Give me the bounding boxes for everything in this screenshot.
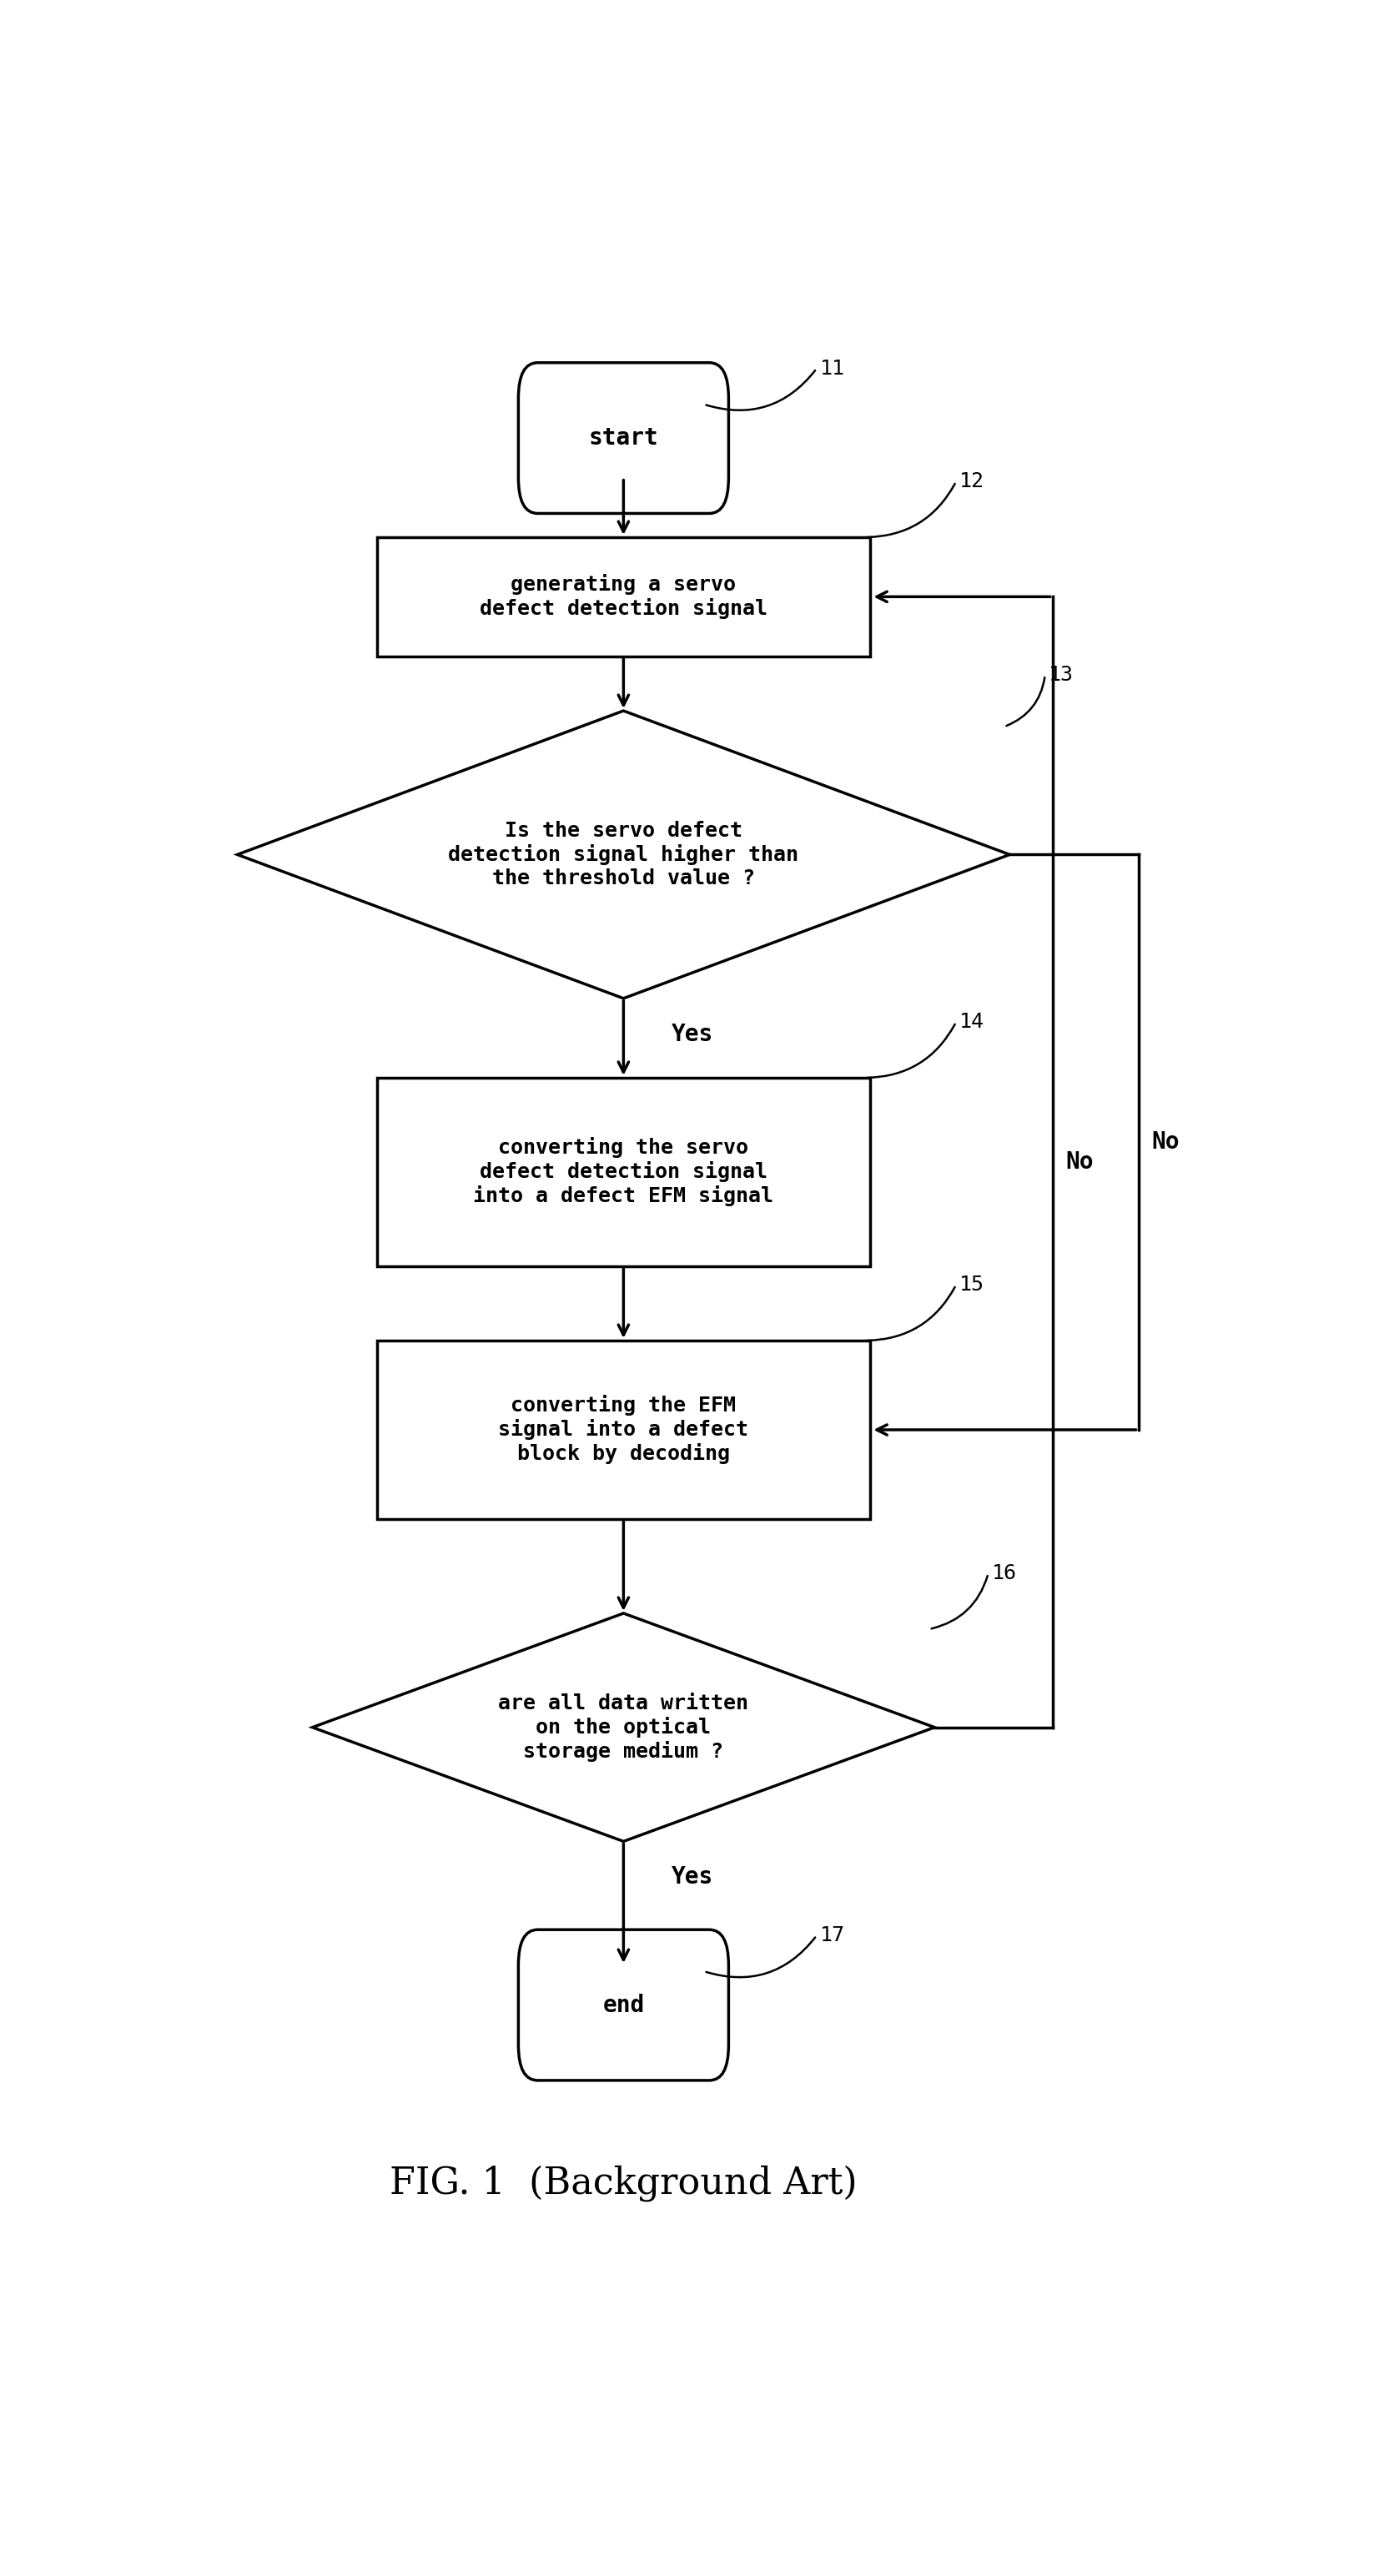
Text: 16: 16	[992, 1564, 1017, 1584]
Text: Is the servo defect
detection signal higher than
the threshold value ?: Is the servo defect detection signal hig…	[448, 822, 799, 889]
Text: are all data written
on the optical
storage medium ?: are all data written on the optical stor…	[498, 1692, 749, 1762]
Text: No: No	[1151, 1131, 1179, 1154]
Text: No: No	[1066, 1151, 1093, 1175]
Bar	[376, 1077, 871, 1267]
FancyBboxPatch shape	[519, 363, 728, 513]
Text: 12: 12	[959, 471, 984, 492]
Text: Yes: Yes	[671, 1023, 714, 1046]
Text: 14: 14	[959, 1012, 984, 1033]
Text: start: start	[588, 428, 659, 451]
Text: 11: 11	[821, 358, 846, 379]
Text: Yes: Yes	[671, 1865, 714, 1888]
Polygon shape	[238, 711, 1010, 999]
Bar	[376, 1340, 871, 1520]
FancyBboxPatch shape	[519, 1929, 728, 2081]
Text: 15: 15	[959, 1275, 984, 1296]
Text: end: end	[602, 1994, 645, 2017]
Text: FIG. 1  (Background Art): FIG. 1 (Background Art)	[390, 2166, 857, 2202]
Bar	[376, 538, 871, 657]
Polygon shape	[313, 1613, 934, 1842]
Text: 13: 13	[1049, 665, 1074, 685]
Text: generating a servo
defect detection signal: generating a servo defect detection sign…	[480, 574, 767, 618]
Text: 17: 17	[821, 1927, 846, 1945]
Text: converting the EFM
signal into a defect
block by decoding: converting the EFM signal into a defect …	[498, 1396, 749, 1463]
Text: converting the servo
defect detection signal
into a defect EFM signal: converting the servo defect detection si…	[473, 1139, 774, 1206]
